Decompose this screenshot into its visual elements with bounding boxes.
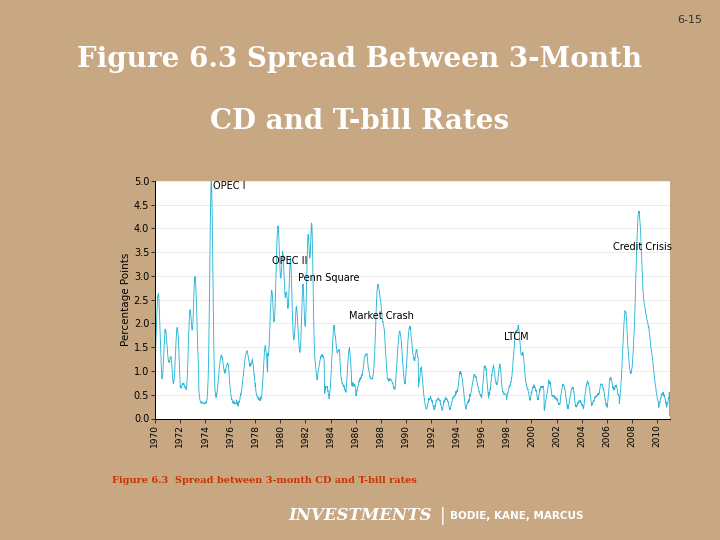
- Text: Penn Square: Penn Square: [298, 273, 359, 283]
- Text: |: |: [440, 507, 446, 525]
- Text: Market Crash: Market Crash: [349, 311, 414, 321]
- Text: CD and T-bill Rates: CD and T-bill Rates: [210, 109, 510, 136]
- Text: OPEC I: OPEC I: [212, 181, 245, 191]
- Text: OPEC II: OPEC II: [271, 256, 307, 266]
- Text: BODIE, KANE, MARCUS: BODIE, KANE, MARCUS: [450, 511, 583, 521]
- Text: 6-15: 6-15: [677, 15, 702, 25]
- Text: LTCM: LTCM: [504, 333, 528, 342]
- Text: Credit Crisis: Credit Crisis: [613, 242, 672, 252]
- Text: Figure 6.3 Spread Between 3-Month: Figure 6.3 Spread Between 3-Month: [78, 45, 642, 72]
- Y-axis label: Percentage Points: Percentage Points: [121, 253, 131, 346]
- Text: Figure 6.3  Spread between 3-month CD and T-bill rates: Figure 6.3 Spread between 3-month CD and…: [112, 476, 416, 485]
- Text: INVESTMENTS: INVESTMENTS: [289, 507, 432, 524]
